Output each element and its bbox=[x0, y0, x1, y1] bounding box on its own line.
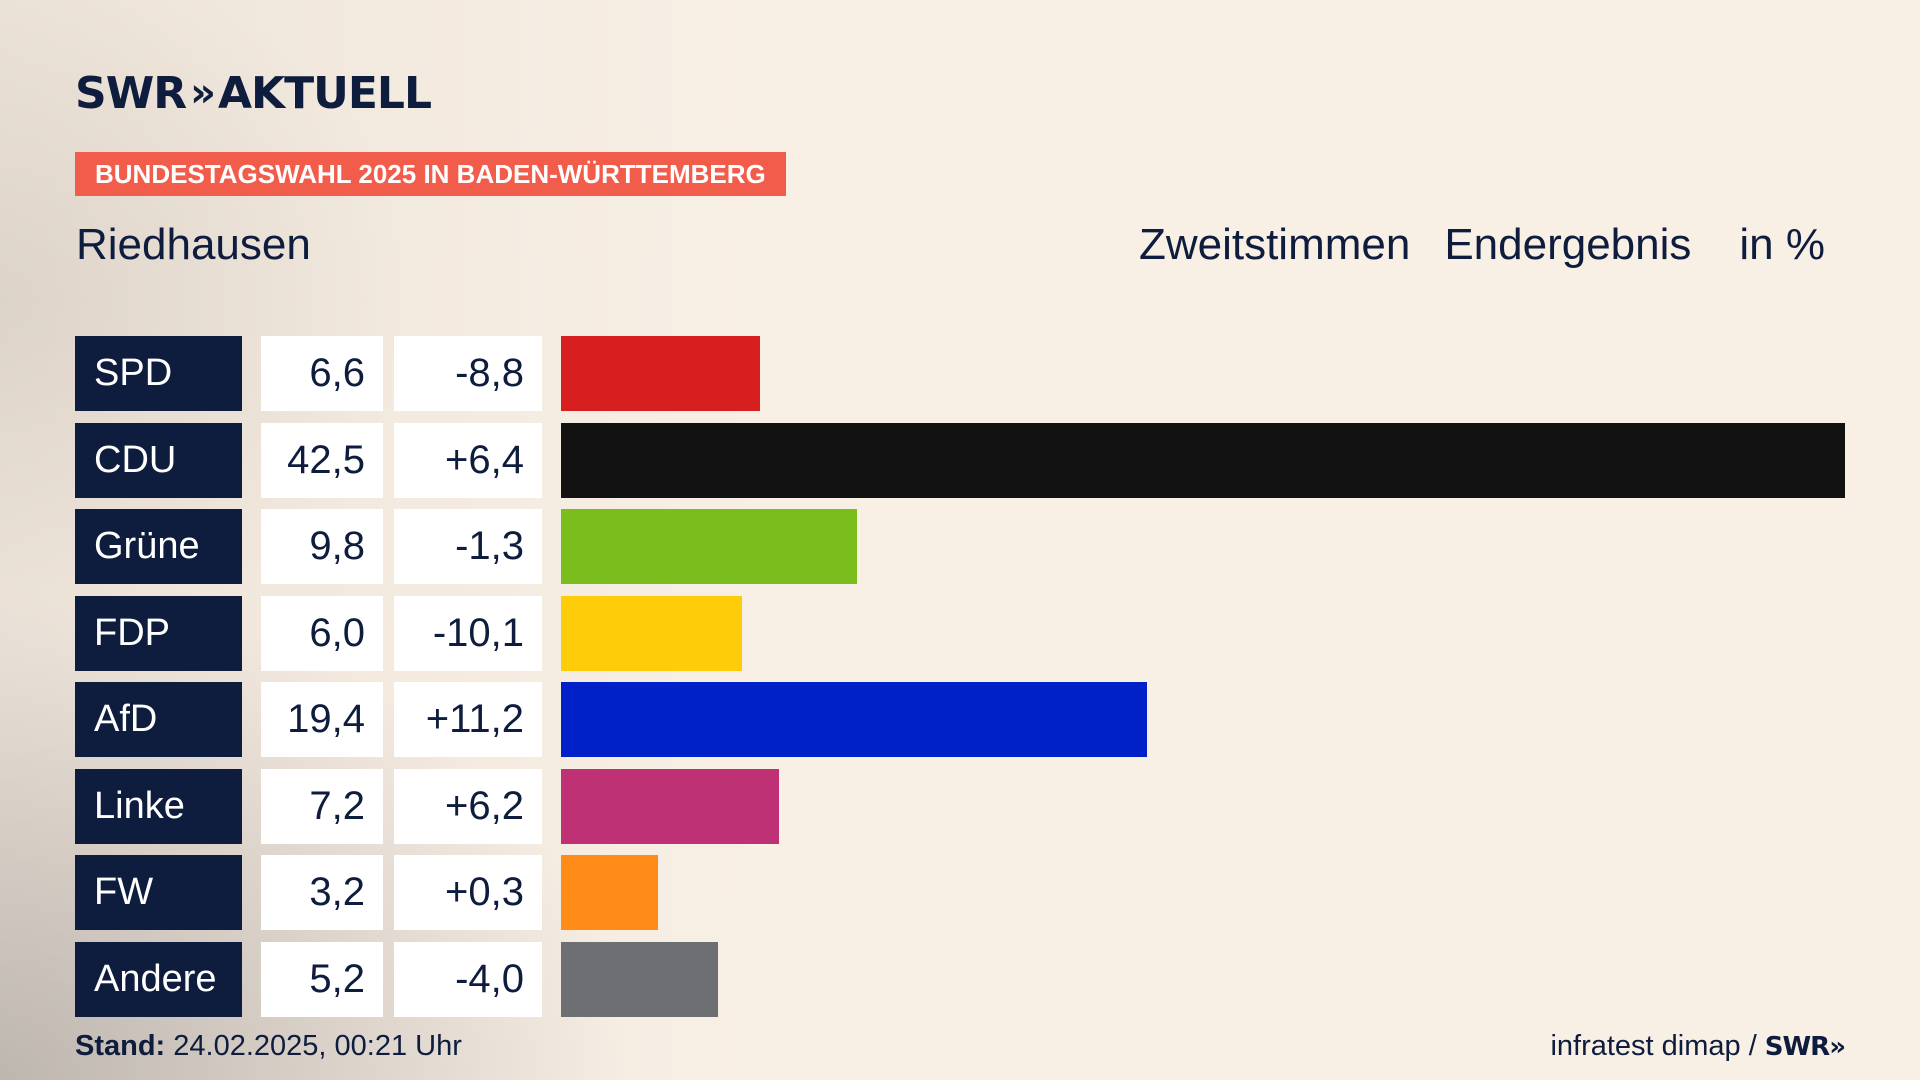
swr-mini-logo: SWR» bbox=[1764, 1031, 1846, 1062]
vote-share-change: +11,2 bbox=[394, 682, 542, 757]
vote-share-value: 19,4 bbox=[261, 682, 383, 757]
vote-share-change: +6,2 bbox=[394, 768, 542, 844]
vote-share-value: 9,8 bbox=[261, 509, 383, 584]
logo-chevrons-icon: » bbox=[190, 70, 216, 116]
source-credit: infratest dimap / SWR» bbox=[1550, 1030, 1846, 1063]
vote-share-bar bbox=[561, 768, 779, 844]
vote-share-change: -10,1 bbox=[394, 595, 542, 671]
swr-aktuell-logo: SWR » AKTUELL bbox=[75, 67, 432, 119]
vote-type-label: Zweitstimmen bbox=[1138, 220, 1411, 269]
vote-share-value: 6,0 bbox=[261, 595, 383, 671]
vote-share-bar bbox=[561, 941, 718, 1017]
result-type-label: Endergebnis bbox=[1444, 220, 1692, 269]
vote-share-bar bbox=[561, 422, 1845, 498]
place-title: Riedhausen bbox=[76, 220, 311, 269]
vote-share-value: 6,6 bbox=[261, 336, 383, 411]
party-label: SPD bbox=[75, 336, 242, 411]
stand-value: 24.02.2025, 00:21 Uhr bbox=[173, 1030, 462, 1062]
party-label: FDP bbox=[75, 595, 242, 671]
party-label: Grüne bbox=[75, 509, 242, 584]
stand-label: Stand: bbox=[75, 1030, 166, 1062]
vote-share-value: 42,5 bbox=[261, 422, 383, 498]
vote-share-value: 7,2 bbox=[261, 768, 383, 844]
party-label: CDU bbox=[75, 422, 242, 498]
vote-share-bar bbox=[561, 509, 857, 584]
logo-aktuell: AKTUELL bbox=[217, 67, 432, 119]
vote-share-bar bbox=[561, 336, 760, 411]
election-banner: BUNDESTAGSWAHL 2025 IN BADEN-WÜRTTEMBERG bbox=[75, 152, 786, 196]
party-label: Andere bbox=[75, 941, 242, 1017]
vote-share-change: -1,3 bbox=[394, 509, 542, 584]
vote-share-bar bbox=[561, 595, 742, 671]
vote-share-change: -4,0 bbox=[394, 941, 542, 1017]
vote-share-bar bbox=[561, 682, 1147, 757]
vote-share-bar bbox=[561, 855, 658, 930]
source-text: infratest dimap / bbox=[1550, 1030, 1757, 1062]
vote-share-change: -8,8 bbox=[394, 336, 542, 411]
party-label: AfD bbox=[75, 682, 242, 757]
party-label: Linke bbox=[75, 768, 242, 844]
timestamp: Stand: 24.02.2025, 00:21 Uhr bbox=[75, 1030, 462, 1063]
vote-share-value: 5,2 bbox=[261, 941, 383, 1017]
logo-swr: SWR bbox=[75, 67, 187, 119]
vote-share-value: 3,2 bbox=[261, 855, 383, 930]
unit-label: in % bbox=[1739, 220, 1825, 269]
chart-header: Zweitstimmen Endergebnis in % bbox=[1139, 220, 1825, 270]
vote-share-change: +0,3 bbox=[394, 855, 542, 930]
vote-share-change: +6,4 bbox=[394, 422, 542, 498]
party-label: FW bbox=[75, 855, 242, 930]
